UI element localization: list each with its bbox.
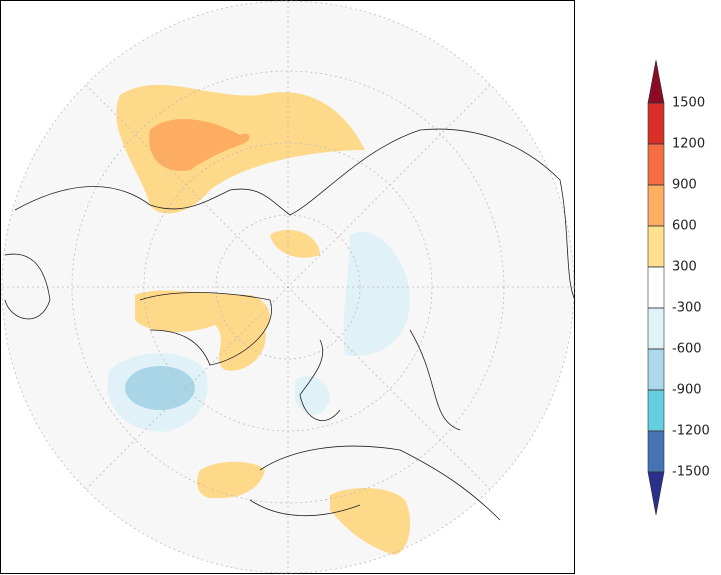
- colorbar-arrow: [647, 471, 665, 516]
- colorbar-label: 1200: [672, 137, 705, 152]
- colorbar-bin: [647, 143, 665, 186]
- colorbar-bin: [647, 102, 665, 145]
- colorbar-label: -900: [672, 383, 702, 398]
- colorbar-bin: [647, 225, 665, 268]
- colorbar-bin: [647, 184, 665, 227]
- map: [0, 0, 576, 574]
- colorbar-label: 900: [672, 178, 697, 193]
- colorbar: 1500 1200 900 600 300 -300 -600 -900 -1200 -1500: [647, 59, 710, 516]
- positive-anomalies: [116, 84, 411, 555]
- colorbar-label: -600: [672, 342, 702, 357]
- colorbar-bin: [647, 430, 665, 473]
- colorbar-label: 600: [672, 219, 697, 234]
- colorbar-label: -1500: [672, 465, 710, 480]
- colorbar-label: 300: [672, 260, 697, 275]
- colorbar-bin: [647, 348, 665, 391]
- graticule: [1, 0, 575, 574]
- colorbar-label: -1200: [672, 424, 710, 439]
- colorbar-bin: [647, 307, 665, 350]
- colorbar-label: 1500: [672, 96, 705, 111]
- colorbar-arrow: [647, 59, 665, 104]
- colorbar-label: -300: [672, 301, 702, 316]
- strong-positive-anomaly: [149, 119, 250, 171]
- colorbar-bin: [647, 389, 665, 432]
- strong-negative-anomaly: [125, 366, 195, 410]
- colorbar-bin: [647, 266, 665, 309]
